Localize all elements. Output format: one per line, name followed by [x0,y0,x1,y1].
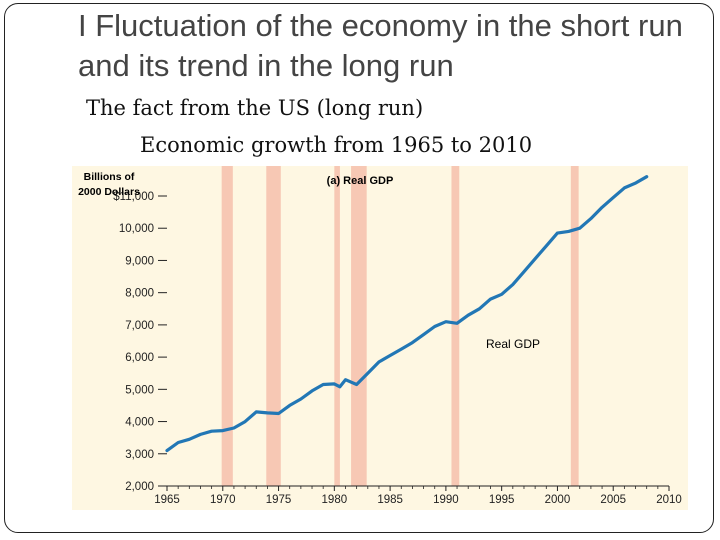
y-tick-label-5000: 5,000 [125,384,154,396]
x-tick-label-1990: 1990 [433,494,459,506]
chart-title: (a) Real GDP [327,175,394,187]
x-tick-label-1970: 1970 [210,494,236,506]
x-tick-label-1985: 1985 [377,494,403,506]
x-tick-label-2010: 2010 [656,494,682,506]
gdp-chart-panel: 1965 1970 1975 1980 1985 1990 1995 2000 2005 2010… [72,166,688,510]
x-tick-label-1980: 1980 [322,494,348,506]
x-tick-label-1995: 1995 [489,494,515,506]
slide-frame [4,3,714,533]
slide-subtitle-line2: Economic growth from 1965 to 2010 [140,133,533,157]
y-axis-label-line2: 2000 Dollars [78,186,140,198]
chart-axes: 1965 1970 1975 1980 1985 1990 1995 2000 2005 2010… [113,191,682,506]
slide-title: I Fluctuation of the economy in the shor… [78,8,683,83]
recession-band-2 [266,166,281,486]
y-tick-label-8000: 8,000 [125,288,154,300]
recession-band-4 [351,166,367,486]
x-tick-label-2000: 2000 [545,494,571,506]
y-tick-label-10000: 10,000 [119,223,154,235]
series-line-real-gdp [165,175,649,453]
y-tick-label-7000: 7,000 [125,320,154,332]
y-tick-label-11000: $11,000 [113,191,154,203]
recession-band-6 [570,166,579,486]
x-tick-label-1975: 1975 [266,494,292,506]
y-tick-label-3000: 3,000 [125,449,154,461]
x-tick-label-1965: 1965 [154,494,180,506]
y-tick-label-2000: 2,000 [125,481,154,493]
recession-band-5 [451,166,460,486]
x-tick-label-2005: 2005 [600,494,626,506]
y-axis-label-line1: Billions of [84,171,135,183]
y-tick-label-9000: 9,000 [125,255,154,267]
series-label-real-gdp: Real GDP [486,337,540,351]
y-tick-label-6000: 6,000 [125,352,154,364]
recession-bands [221,166,579,486]
gdp-chart: 1965 1970 1975 1980 1985 1990 1995 2000 2005 2010… [78,166,682,506]
recession-band-1 [221,166,233,486]
y-tick-label-4000: 4,000 [125,417,154,429]
slide-subtitle-line1: The fact from the US (long run) [86,96,424,120]
recession-band-3 [334,166,340,486]
